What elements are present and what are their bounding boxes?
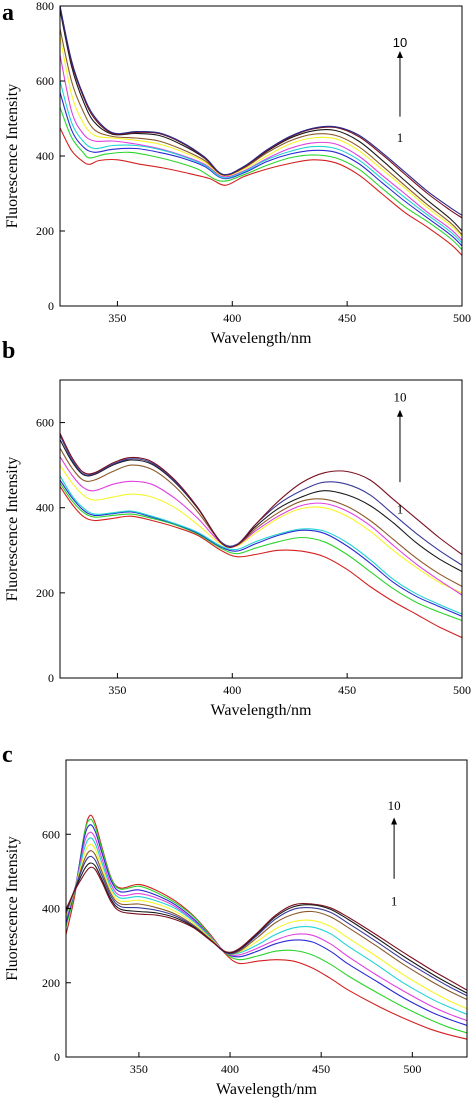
panel-label: a bbox=[2, 0, 14, 26]
x-tick-label: 500 bbox=[453, 683, 471, 697]
series-group bbox=[60, 432, 462, 639]
annotation-bottom-label: 1 bbox=[397, 130, 404, 145]
series-group bbox=[60, 6, 462, 256]
x-tick-label: 500 bbox=[403, 1062, 421, 1076]
x-tick-label: 400 bbox=[221, 1062, 239, 1076]
panel-label: c bbox=[2, 742, 13, 768]
y-tick-label: 200 bbox=[36, 586, 54, 600]
x-axis-title: Wavelength/nm bbox=[211, 330, 312, 347]
series-line-4 bbox=[60, 475, 462, 615]
series-line-9 bbox=[66, 862, 467, 994]
series-line-9 bbox=[60, 6, 462, 219]
series-line-4 bbox=[60, 54, 462, 241]
series-line-5 bbox=[60, 464, 462, 594]
series-line-3 bbox=[60, 479, 462, 617]
x-tick-label: 400 bbox=[223, 311, 241, 325]
series-line-7 bbox=[60, 28, 462, 236]
y-tick-label: 400 bbox=[36, 149, 54, 163]
y-tick-label: 0 bbox=[54, 1050, 60, 1064]
x-tick-label: 350 bbox=[108, 311, 126, 325]
annotation-top-label: 10 bbox=[393, 35, 407, 50]
series-line-1 bbox=[60, 127, 462, 256]
series-line-9 bbox=[60, 435, 462, 566]
chart-panel-c: 350 400 450 500 0 200 400 600 Wavelength/nm Fluor… bbox=[2, 742, 468, 1098]
annotation-arrowhead-icon bbox=[396, 51, 403, 58]
y-tick-label: 200 bbox=[42, 976, 60, 990]
x-tick-label: 500 bbox=[453, 311, 471, 325]
x-tick-label: 450 bbox=[312, 1062, 330, 1076]
y-tick-label: 0 bbox=[48, 671, 54, 685]
x-tick-label: 350 bbox=[130, 1062, 148, 1076]
x-tick-label: 450 bbox=[338, 683, 356, 697]
series-group bbox=[66, 814, 467, 1040]
series-line-6 bbox=[60, 35, 462, 237]
y-tick-label: 400 bbox=[42, 902, 60, 916]
chart-panel-a: 350 400 450 500 0 200 400 600 800 Wavelength/nm Fl… bbox=[2, 0, 471, 347]
annotation-arrowhead-icon bbox=[391, 817, 398, 825]
y-tick-label: 600 bbox=[42, 827, 60, 841]
series-line-6 bbox=[60, 456, 462, 596]
y-axis-title: Fluorescence Intensity bbox=[4, 457, 21, 601]
series-line-10 bbox=[60, 6, 462, 216]
annotation-arrowhead-icon bbox=[396, 409, 403, 417]
y-tick-label: 0 bbox=[48, 299, 54, 313]
x-tick-label: 400 bbox=[223, 683, 241, 697]
panel-label: b bbox=[2, 338, 15, 364]
plot-frame bbox=[59, 379, 463, 679]
y-tick-label: 800 bbox=[36, 0, 54, 13]
y-tick-label: 600 bbox=[36, 416, 54, 430]
x-tick-label: 350 bbox=[108, 683, 126, 697]
annotation-top-label: 10 bbox=[393, 390, 406, 405]
series-line-8 bbox=[66, 855, 467, 997]
x-axis-title: Wavelength/nm bbox=[216, 1081, 317, 1098]
y-axis-title: Fluorescence Intensity bbox=[4, 836, 21, 980]
y-tick-label: 400 bbox=[36, 501, 54, 515]
series-line-3 bbox=[60, 92, 462, 247]
series-line-5 bbox=[60, 80, 462, 244]
plot-frame bbox=[65, 759, 468, 1058]
series-line-2 bbox=[60, 107, 462, 251]
annotation-bottom-label: 1 bbox=[391, 894, 398, 909]
series-line-10 bbox=[60, 432, 462, 555]
y-tick-label: 200 bbox=[36, 224, 54, 238]
series-line-10 bbox=[66, 866, 467, 991]
y-tick-label: 600 bbox=[36, 74, 54, 88]
y-axis-title: Fluorescence Intensity bbox=[4, 84, 21, 228]
chart-panel-b: 350 400 450 500 0 200 400 600 Wavelength/nm Fluor… bbox=[2, 338, 471, 719]
series-line-2 bbox=[60, 482, 462, 622]
annotation-top-label: 10 bbox=[388, 798, 401, 813]
series-line-1 bbox=[60, 486, 462, 639]
x-tick-label: 450 bbox=[338, 311, 356, 325]
x-axis-title: Wavelength/nm bbox=[211, 702, 312, 719]
annotation-bottom-label: 1 bbox=[397, 501, 404, 516]
